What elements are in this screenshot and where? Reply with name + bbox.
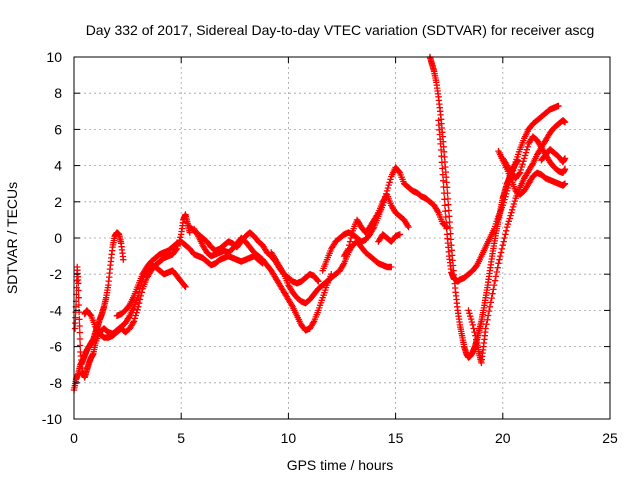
plus-marker-path (340, 191, 412, 260)
y-tick-label: 8 (54, 85, 62, 101)
x-axis-tick-labels: 0 5 10 15 20 25 (70, 430, 618, 446)
x-tick-label: 25 (602, 430, 618, 446)
y-tick-label: -10 (42, 411, 62, 427)
series-trace-16 (538, 146, 569, 166)
x-tick-label: 10 (281, 430, 297, 446)
plus-marker-path (538, 146, 569, 166)
plus-marker-path (268, 238, 395, 307)
plus-marker-path (375, 231, 404, 245)
y-tick-label: -6 (50, 339, 63, 355)
plus-marker-path (435, 102, 562, 285)
series-trace-6 (190, 225, 335, 334)
series-trace-13 (465, 117, 569, 367)
x-axis-title: GPS time / hours (287, 457, 394, 473)
y-axis-title: SDTVAR / TECUs (4, 182, 20, 294)
y-tick-label: -8 (50, 375, 63, 391)
series-trace-2 (71, 261, 189, 381)
plus-marker-path (319, 164, 451, 274)
series-trace-4 (113, 238, 266, 319)
plus-marker-path (465, 117, 569, 367)
grid-lines (74, 57, 610, 419)
plus-marker-path (81, 211, 193, 341)
plus-marker-path (113, 238, 266, 319)
series-trace-10 (375, 231, 404, 245)
x-tick-label: 0 (70, 430, 78, 446)
y-tick-label: 10 (46, 49, 62, 65)
series-trace-12 (435, 102, 562, 285)
series-trace-8 (319, 164, 451, 274)
y-tick-label: -4 (50, 302, 63, 318)
series-trace-11 (426, 53, 521, 361)
x-tick-label: 15 (388, 430, 404, 446)
y-tick-label: 6 (54, 121, 62, 137)
y-axis-tick-labels: -10 -8 -6 -4 -2 0 2 4 6 8 10 (42, 49, 62, 427)
y-tick-label: 0 (54, 230, 62, 246)
series-trace-7 (268, 238, 395, 307)
plus-marker-path (426, 53, 521, 361)
series-trace-3 (81, 211, 193, 341)
x-tick-label: 5 (177, 430, 185, 446)
plus-marker-path (190, 225, 335, 334)
series-trace-9 (340, 191, 412, 260)
plus-marker-path (71, 261, 189, 381)
y-tick-label: -2 (50, 266, 63, 282)
y-tick-label: 4 (54, 158, 62, 174)
chart-title: Day 332 of 2017, Sidereal Day-to-day VTE… (86, 22, 595, 38)
x-tick-label: 20 (495, 430, 511, 446)
axis-ticks (73, 56, 611, 420)
y-tick-label: 2 (54, 194, 62, 210)
data-markers (70, 53, 569, 394)
